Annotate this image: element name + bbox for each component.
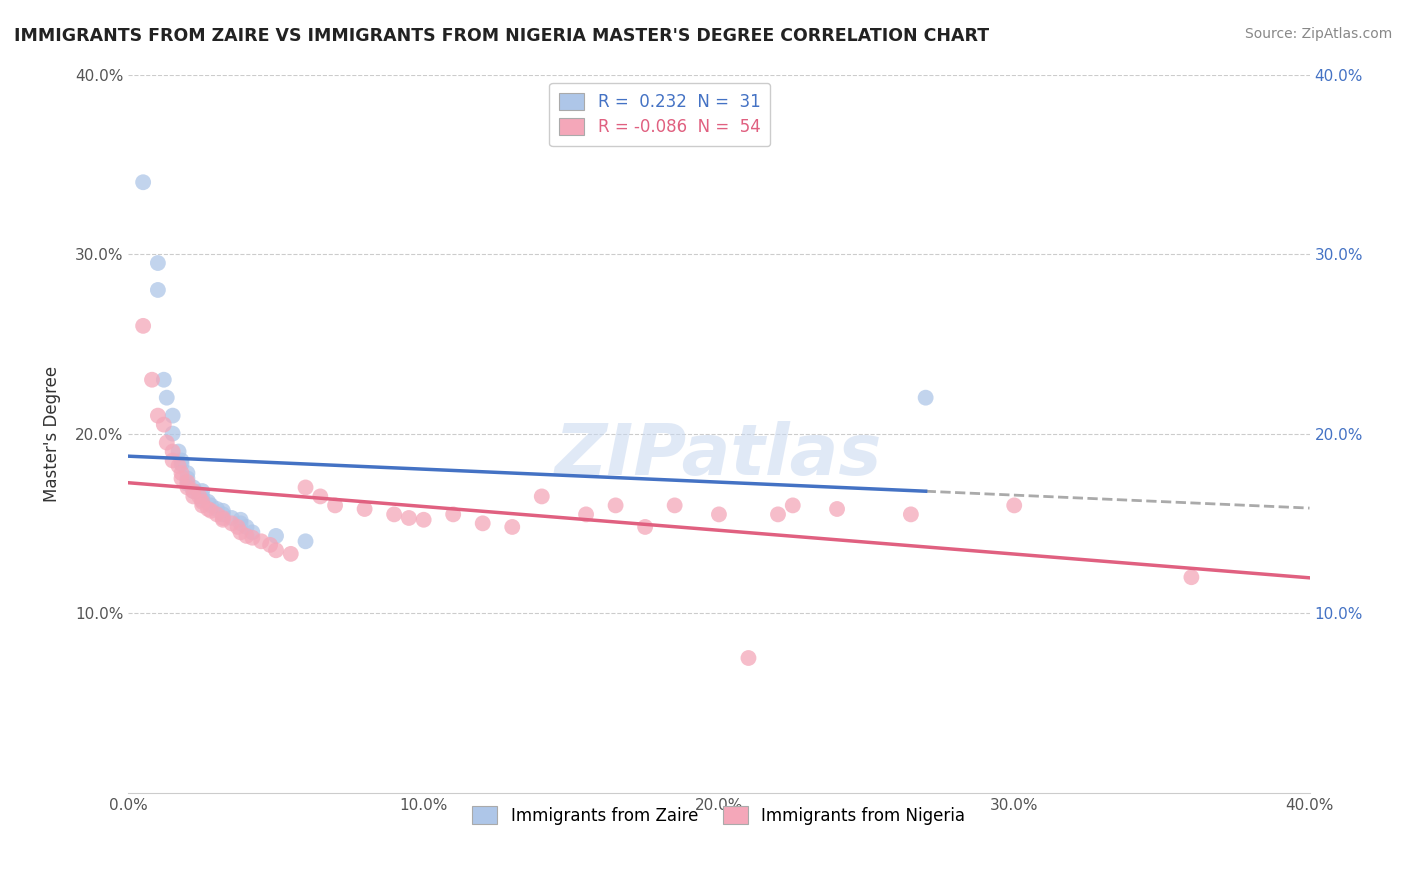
Point bbox=[156, 435, 179, 450]
Point bbox=[471, 516, 494, 531]
Point bbox=[914, 391, 936, 405]
Point bbox=[176, 475, 198, 489]
Point bbox=[229, 525, 252, 540]
Point bbox=[1180, 570, 1202, 584]
Point bbox=[167, 444, 190, 458]
Point bbox=[200, 499, 222, 513]
Point bbox=[235, 520, 257, 534]
Point bbox=[900, 508, 922, 522]
Point bbox=[707, 508, 730, 522]
Point bbox=[205, 508, 228, 522]
Point bbox=[183, 483, 205, 498]
Y-axis label: Master's Degree: Master's Degree bbox=[44, 366, 60, 501]
Point bbox=[575, 508, 598, 522]
Point bbox=[197, 502, 219, 516]
Point bbox=[200, 504, 222, 518]
Point bbox=[221, 516, 243, 531]
Point bbox=[782, 499, 804, 513]
Point bbox=[183, 490, 205, 504]
Point bbox=[229, 513, 252, 527]
Point bbox=[264, 543, 287, 558]
Point bbox=[191, 493, 214, 508]
Point bbox=[353, 502, 375, 516]
Point bbox=[162, 453, 184, 467]
Point bbox=[153, 373, 176, 387]
Text: IMMIGRANTS FROM ZAIRE VS IMMIGRANTS FROM NIGERIA MASTER'S DEGREE CORRELATION CHA: IMMIGRANTS FROM ZAIRE VS IMMIGRANTS FROM… bbox=[14, 27, 990, 45]
Point bbox=[229, 516, 252, 531]
Point bbox=[221, 511, 243, 525]
Point bbox=[191, 483, 214, 498]
Point bbox=[382, 508, 405, 522]
Point bbox=[501, 520, 523, 534]
Point bbox=[412, 513, 434, 527]
Point bbox=[153, 417, 176, 432]
Legend: Immigrants from Zaire, Immigrants from Nigeria: Immigrants from Zaire, Immigrants from N… bbox=[463, 797, 976, 835]
Point bbox=[212, 508, 235, 522]
Point bbox=[250, 534, 273, 549]
Point bbox=[162, 409, 184, 423]
Point bbox=[191, 495, 214, 509]
Point bbox=[176, 476, 198, 491]
Point bbox=[176, 471, 198, 485]
Point bbox=[188, 490, 211, 504]
Point bbox=[132, 175, 155, 189]
Point bbox=[132, 318, 155, 333]
Point bbox=[264, 529, 287, 543]
Point bbox=[235, 529, 257, 543]
Point bbox=[191, 499, 214, 513]
Point bbox=[825, 502, 848, 516]
Point bbox=[226, 520, 249, 534]
Point bbox=[242, 525, 264, 540]
Point bbox=[530, 490, 553, 504]
Point bbox=[162, 426, 184, 441]
Point bbox=[634, 520, 657, 534]
Point bbox=[323, 499, 346, 513]
Point bbox=[156, 391, 179, 405]
Point bbox=[167, 458, 190, 473]
Point bbox=[146, 283, 169, 297]
Point bbox=[737, 651, 759, 665]
Point bbox=[176, 466, 198, 480]
Point bbox=[183, 483, 205, 498]
Point bbox=[170, 457, 193, 471]
Point bbox=[294, 534, 316, 549]
Point bbox=[259, 538, 281, 552]
Point bbox=[197, 495, 219, 509]
Point bbox=[294, 480, 316, 494]
Point bbox=[212, 511, 235, 525]
Point bbox=[1002, 499, 1025, 513]
Text: Source: ZipAtlas.com: Source: ZipAtlas.com bbox=[1244, 27, 1392, 41]
Point bbox=[212, 504, 235, 518]
Point bbox=[242, 531, 264, 545]
Point bbox=[441, 508, 464, 522]
Point bbox=[309, 490, 332, 504]
Point bbox=[183, 480, 205, 494]
Point bbox=[170, 453, 193, 467]
Point bbox=[162, 444, 184, 458]
Point bbox=[170, 471, 193, 485]
Point bbox=[398, 511, 420, 525]
Point bbox=[205, 502, 228, 516]
Point bbox=[766, 508, 789, 522]
Point bbox=[170, 466, 193, 480]
Point bbox=[141, 373, 163, 387]
Point bbox=[212, 513, 235, 527]
Point bbox=[280, 547, 302, 561]
Text: ZIPatlas: ZIPatlas bbox=[555, 421, 883, 490]
Point bbox=[191, 490, 214, 504]
Point bbox=[176, 480, 198, 494]
Point bbox=[146, 256, 169, 270]
Point bbox=[605, 499, 627, 513]
Point bbox=[146, 409, 169, 423]
Point bbox=[664, 499, 686, 513]
